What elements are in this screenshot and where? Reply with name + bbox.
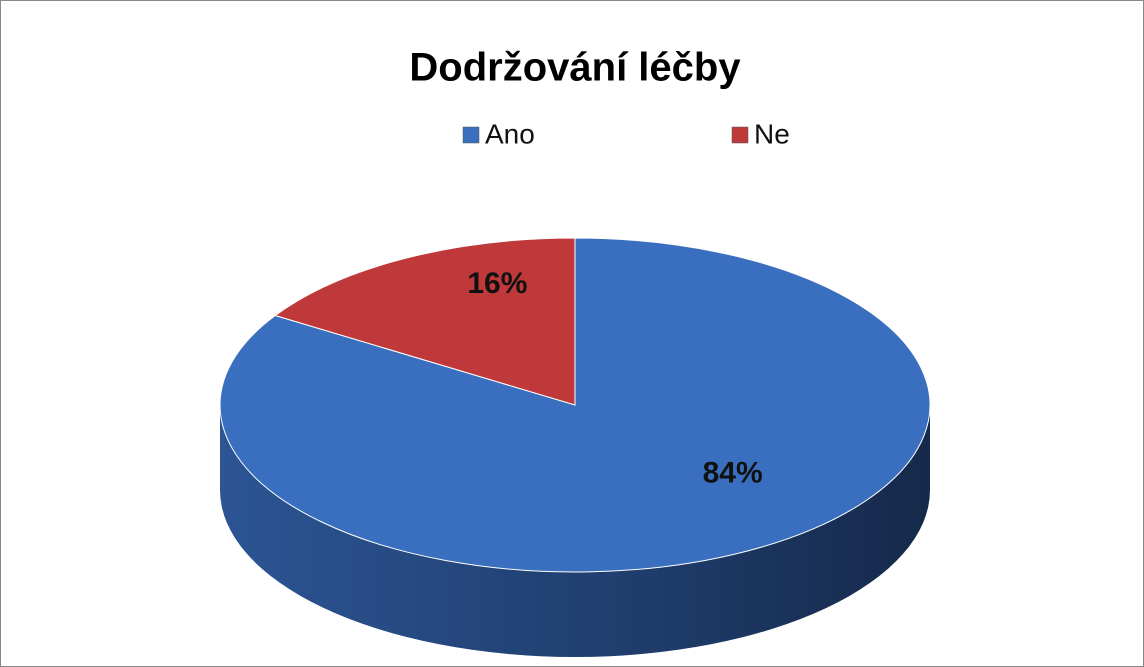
chart-title: Dodržování léčby xyxy=(409,46,741,90)
legend-swatch xyxy=(731,126,749,144)
pie-slice xyxy=(219,237,931,573)
legend-swatch xyxy=(462,126,480,144)
pie-side xyxy=(220,405,930,657)
pie-slice xyxy=(274,237,576,406)
data-label: 84% xyxy=(703,457,763,490)
legend-label: Ne xyxy=(754,118,790,149)
legend-label: Ano xyxy=(485,118,535,149)
data-label: 16% xyxy=(467,267,527,300)
